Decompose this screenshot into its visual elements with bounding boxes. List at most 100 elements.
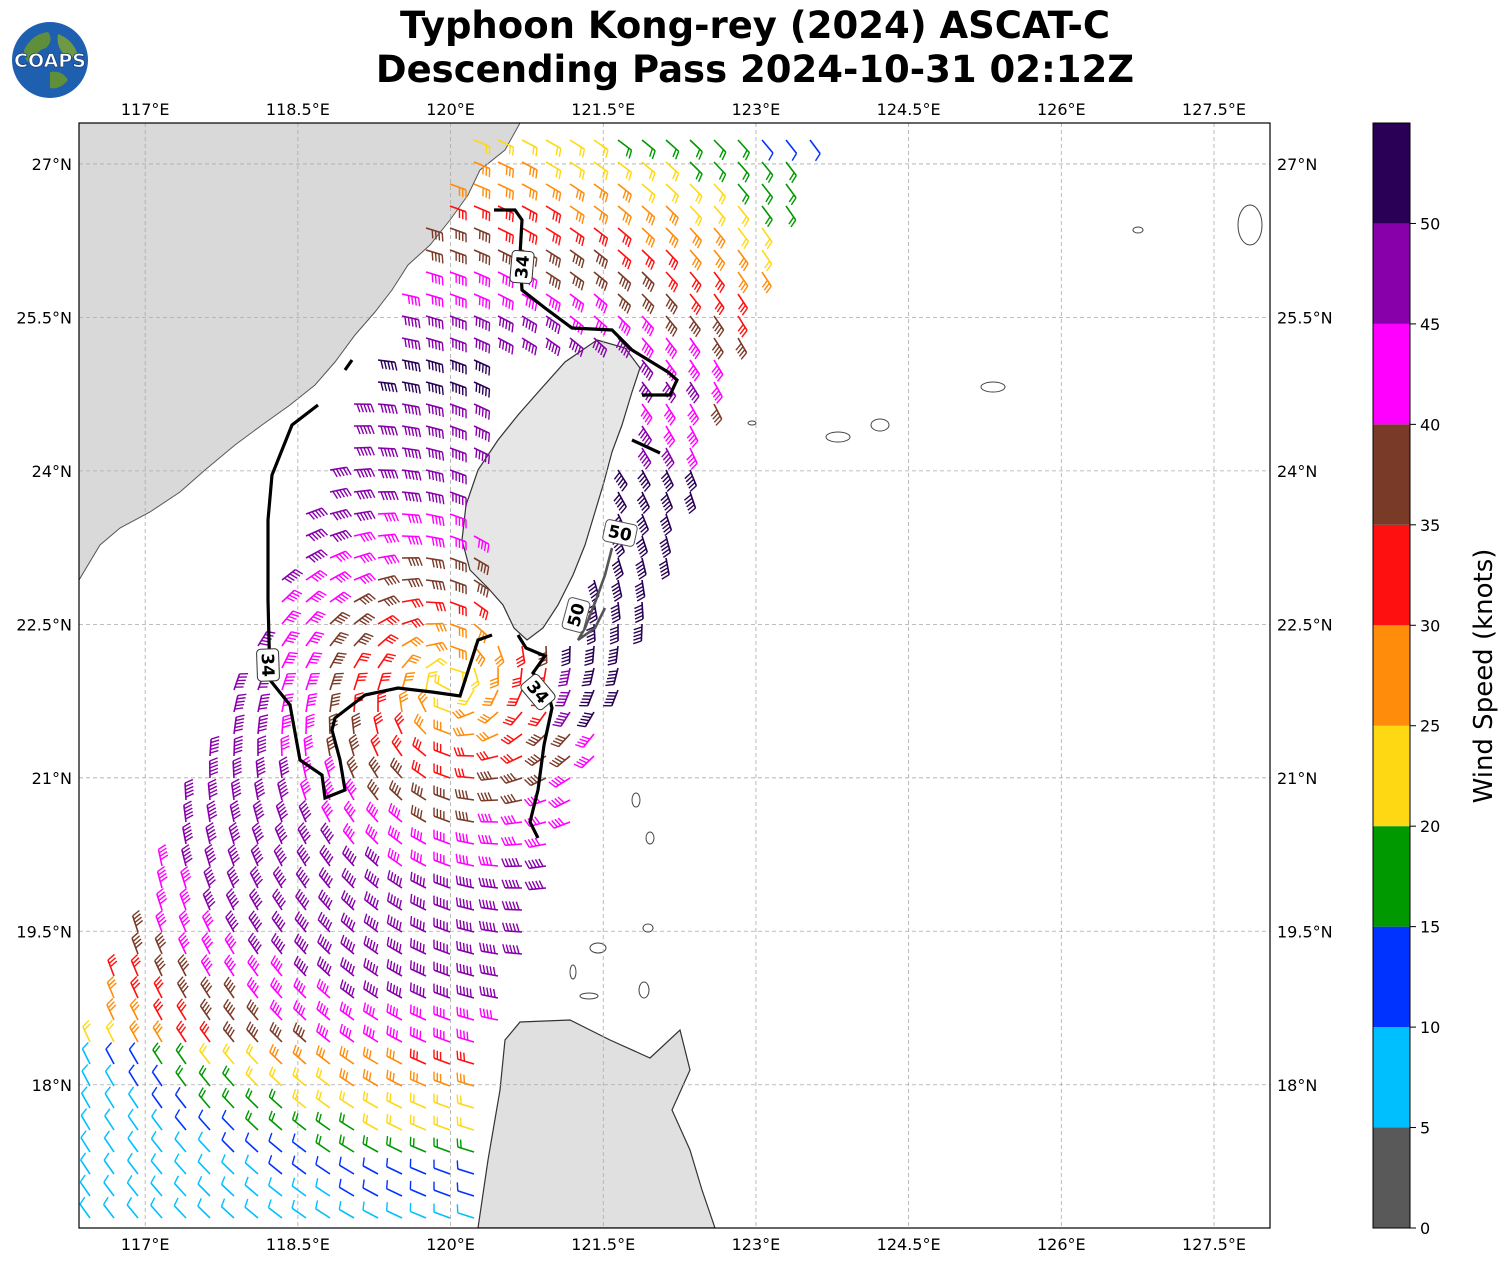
wind-barb	[318, 889, 333, 911]
wind-barb	[663, 403, 676, 426]
wind-barb	[641, 249, 655, 270]
colorbar-bin	[1373, 926, 1410, 1028]
wind-barb	[80, 1086, 91, 1109]
wind-barb	[433, 1005, 451, 1021]
lat-tick-label-left: 27°N	[32, 155, 72, 174]
wind-barb	[605, 667, 619, 687]
wind-barb	[584, 645, 595, 666]
lon-tick-label-top: 123°E	[732, 100, 781, 119]
wind-barb	[126, 1197, 139, 1219]
wind-barb	[409, 960, 427, 977]
wind-barb	[296, 844, 311, 867]
wind-barb	[386, 959, 403, 977]
wind-barb	[82, 1019, 91, 1043]
wind-barb	[208, 757, 219, 779]
wind-barb	[410, 804, 427, 823]
wind-barb	[500, 814, 523, 826]
colorbar-bin	[1373, 725, 1410, 827]
wind-barb	[377, 403, 398, 415]
wind-barb	[202, 887, 216, 911]
wind-barb	[176, 998, 187, 1021]
wind-barb	[129, 998, 140, 1021]
wind-barb	[385, 1202, 403, 1219]
wind-barb	[394, 711, 405, 735]
lon-tick-label-bottom: 127.5°E	[1182, 1235, 1246, 1254]
wind-barb	[174, 1153, 187, 1175]
wind-barb	[401, 556, 423, 567]
lon-tick-label-bottom: 118.5°E	[266, 1235, 330, 1254]
wind-barb	[455, 810, 475, 823]
wind-barb	[316, 978, 331, 999]
wind-barb	[609, 623, 619, 645]
wind-barb	[555, 689, 571, 707]
wind-barb	[473, 205, 491, 222]
wind-barb	[501, 879, 523, 889]
wind-barb	[342, 823, 355, 845]
wind-barb	[292, 1022, 307, 1043]
wind-barb	[502, 711, 523, 726]
wind-barb	[281, 631, 300, 647]
wind-barb	[318, 867, 334, 889]
wind-barb	[377, 554, 400, 565]
wind-barb	[305, 713, 315, 735]
title-line-1: Typhoon Kong-rey (2024) ASCAT-C	[399, 4, 1110, 47]
wind-barb	[305, 528, 329, 542]
lon-tick-label-top: 127.5°E	[1182, 100, 1246, 119]
wind-barb	[575, 733, 595, 748]
wind-barb	[177, 932, 190, 955]
wind-barb	[257, 735, 267, 757]
colorbar-label: Wind Speed (knots)	[1469, 549, 1499, 804]
wind-barb	[713, 249, 726, 271]
wind-barb	[245, 1110, 259, 1131]
title-line-2: Descending Pass 2024-10-31 02:12Z	[375, 48, 1135, 91]
wind-barb	[611, 557, 624, 581]
colorbar-tick-label: 5	[1420, 1119, 1430, 1138]
wind-barb	[223, 976, 236, 999]
land-layer	[79, 123, 1263, 1228]
wind-barb	[386, 936, 403, 955]
wind-barb	[617, 139, 633, 159]
wind-barb	[593, 227, 609, 247]
wind-barb	[221, 1087, 235, 1109]
wind-barb	[665, 315, 678, 337]
wind-barb	[641, 293, 655, 315]
colorbar-bin	[1373, 826, 1410, 927]
wind-barb	[411, 759, 427, 779]
wind-barb	[200, 976, 213, 999]
wind-barb	[451, 708, 475, 720]
colorbar-bin	[1373, 223, 1410, 324]
wind-barb	[501, 900, 523, 911]
wind-barb	[281, 610, 302, 625]
wind-barb	[174, 1086, 187, 1109]
wind-barb	[637, 469, 651, 492]
wind-barb	[409, 938, 427, 955]
wind-barb	[409, 982, 427, 999]
wind-barb	[340, 890, 356, 911]
lon-tick-label-top: 118.5°E	[266, 100, 330, 119]
wind-barb	[391, 734, 403, 757]
wind-barb	[205, 822, 217, 845]
wind-barb	[433, 939, 451, 955]
wind-barb	[658, 557, 670, 580]
contour-label-34-north: 34	[509, 249, 535, 285]
colorbar-tick-label: 50	[1420, 214, 1440, 233]
wind-barb	[377, 491, 399, 501]
wind-barb	[737, 227, 750, 250]
wind-barb	[80, 1130, 91, 1153]
wind-barb	[299, 777, 312, 801]
colorbar: 0 5 10 15 20 25 30 35 40 45 50	[1372, 122, 1440, 1238]
wind-barb	[363, 980, 379, 999]
wind-barb	[180, 865, 192, 889]
wind-barb	[473, 183, 491, 200]
wind-barb	[497, 315, 514, 333]
wind-barb	[413, 713, 427, 735]
wind-barb	[245, 1043, 259, 1065]
colorbar-tick-label: 20	[1420, 817, 1440, 836]
wind-barb	[316, 956, 332, 977]
wind-barb	[173, 1197, 187, 1219]
wind-barb	[329, 652, 347, 669]
wind-barb	[386, 1091, 403, 1109]
wind-barb	[225, 910, 239, 933]
wind-barb	[225, 888, 240, 911]
wind-barb	[515, 645, 526, 668]
